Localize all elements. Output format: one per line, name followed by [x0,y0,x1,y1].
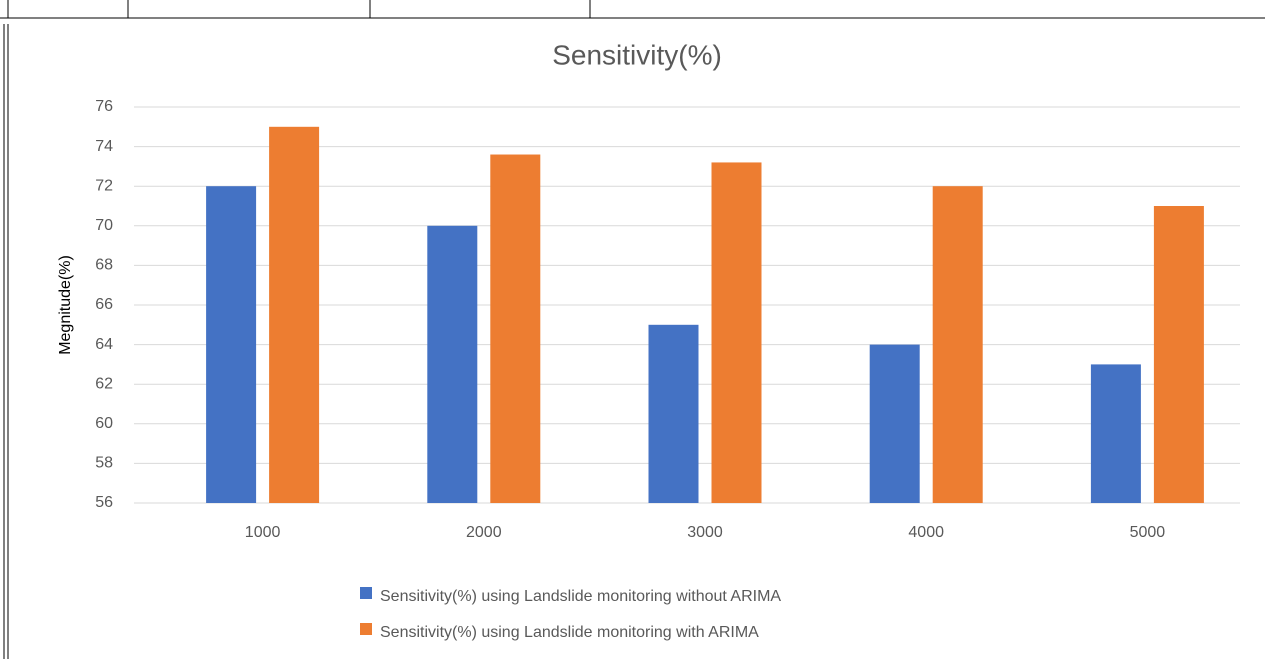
x-tick-label: 4000 [908,524,944,541]
bar [869,344,920,503]
y-tick-label: 64 [95,336,113,353]
x-tick-label: 2000 [466,524,502,541]
bar [206,186,257,503]
legend-swatch [360,623,372,635]
y-tick-label: 56 [95,494,113,511]
y-tick-label: 66 [95,296,113,313]
x-tick-label: 3000 [687,524,723,541]
bar [1153,206,1204,503]
bar [932,186,983,503]
legend-swatch [360,587,372,599]
x-tick-label: 1000 [245,524,281,541]
y-tick-label: 76 [95,98,113,115]
y-tick-label: 74 [95,138,113,155]
y-tick-label: 62 [95,375,113,392]
bar [648,324,699,503]
y-tick-label: 68 [95,257,113,274]
bar [427,225,478,504]
chart-title: Sensitivity(%) [552,39,722,70]
y-tick-label: 58 [95,455,113,472]
y-tick-label: 70 [95,217,113,234]
legend-label: Sensitivity(%) using Landslide monitorin… [380,624,759,641]
bar [269,126,320,504]
bar [1090,364,1141,503]
y-tick-label: 72 [95,177,113,194]
y-tick-label: 60 [95,415,113,432]
bar [711,162,762,503]
y-axis-label: Megnitude(%) [57,255,74,355]
x-tick-label: 5000 [1130,524,1166,541]
bar [490,154,541,503]
table-fragment [0,0,1265,19]
legend-label: Sensitivity(%) using Landslide monitorin… [380,588,781,605]
